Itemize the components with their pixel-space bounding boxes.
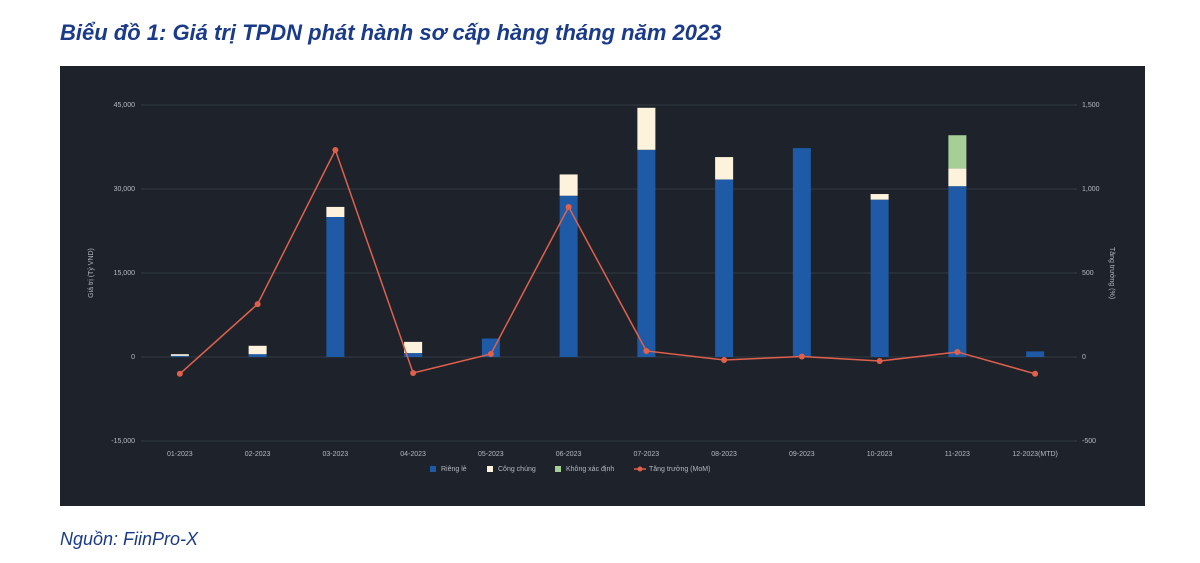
growth-point <box>332 147 339 154</box>
bar-segment <box>559 195 578 357</box>
legend-swatch <box>430 466 436 472</box>
bar-segment <box>248 354 267 357</box>
y2-tick-label: 1,000 <box>1082 186 1100 193</box>
growth-point <box>176 370 183 377</box>
y-tick-label: 0 <box>131 354 135 361</box>
x-tick-label: 10-2023 <box>867 451 893 458</box>
y-tick-label: -15,000 <box>111 438 135 445</box>
y2-tick-label: 500 <box>1082 270 1094 277</box>
bar-segment <box>559 174 578 196</box>
legend-swatch <box>555 466 561 472</box>
growth-point <box>410 369 417 376</box>
x-tick-label: 11-2023 <box>945 451 970 458</box>
growth-point <box>643 347 650 354</box>
x-tick-label: 09-2023 <box>789 451 815 458</box>
bar-segment <box>170 354 189 356</box>
x-tick-label: 12-2023(MTD) <box>1012 451 1058 458</box>
y-tick-label: 45,000 <box>114 102 136 109</box>
x-tick-label: 02-2023 <box>245 451 271 458</box>
source: Nguồn: FiinPro-X <box>60 529 199 549</box>
bar-segment <box>637 107 656 150</box>
bar-segment <box>404 341 423 354</box>
growth-line <box>179 148 1036 375</box>
bar-segment <box>248 345 267 355</box>
legend-label: Riêng lẻ <box>441 466 467 473</box>
bar-segment <box>715 157 734 180</box>
legend-label: Công chúng <box>498 466 536 473</box>
growth-point <box>798 353 805 360</box>
chart-background <box>60 66 1145 506</box>
bar-segment <box>792 148 811 357</box>
bar-segment <box>870 194 889 200</box>
growth-point <box>565 203 572 210</box>
x-tick-label: 07-2023 <box>634 451 660 458</box>
bar-segment <box>326 217 345 357</box>
bar-segment <box>948 186 967 357</box>
legend-label: Không xác định <box>566 466 614 473</box>
growth-point <box>721 357 728 364</box>
y2-tick-label: 0 <box>1082 354 1086 361</box>
bar-segment <box>404 353 423 357</box>
y2-tick-label: -500 <box>1082 438 1096 445</box>
y-axis-label: Giá trị (Tỷ VND) <box>88 248 95 298</box>
chart-title: Biểu đồ 1: Giá trị TPDN phát hành sơ cấp… <box>60 20 721 45</box>
bar-segment <box>870 199 889 357</box>
bar-segment <box>948 135 967 169</box>
growth-point <box>1032 370 1039 377</box>
bar-segment <box>170 355 189 357</box>
x-tick-label: 05-2023 <box>478 451 504 458</box>
bar-segment <box>637 149 656 357</box>
bar-segment <box>326 206 345 217</box>
growth-point <box>254 301 261 308</box>
growth-point <box>876 358 883 365</box>
bar-segment <box>715 179 734 357</box>
y-tick-label: 30,000 <box>114 186 136 193</box>
x-tick-label: 03-2023 <box>323 451 349 458</box>
y-tick-label: 15,000 <box>114 270 136 277</box>
growth-point <box>954 348 961 355</box>
bar-segment <box>1026 351 1045 357</box>
x-tick-label: 01-2023 <box>167 451 193 458</box>
growth-point <box>487 350 494 357</box>
bar-segment <box>948 168 967 187</box>
x-tick-label: 04-2023 <box>400 451 426 458</box>
x-tick-label: 08-2023 <box>711 451 737 458</box>
bar-segment <box>481 338 500 357</box>
legend-swatch <box>487 466 493 472</box>
legend-label: Tăng trưởng (MoM) <box>649 465 710 473</box>
y2-tick-label: 1,500 <box>1082 102 1100 109</box>
y2-axis-label: Tăng trưởng (%) <box>1108 247 1116 299</box>
x-tick-label: 06-2023 <box>556 451 582 458</box>
legend-swatch <box>637 466 643 472</box>
